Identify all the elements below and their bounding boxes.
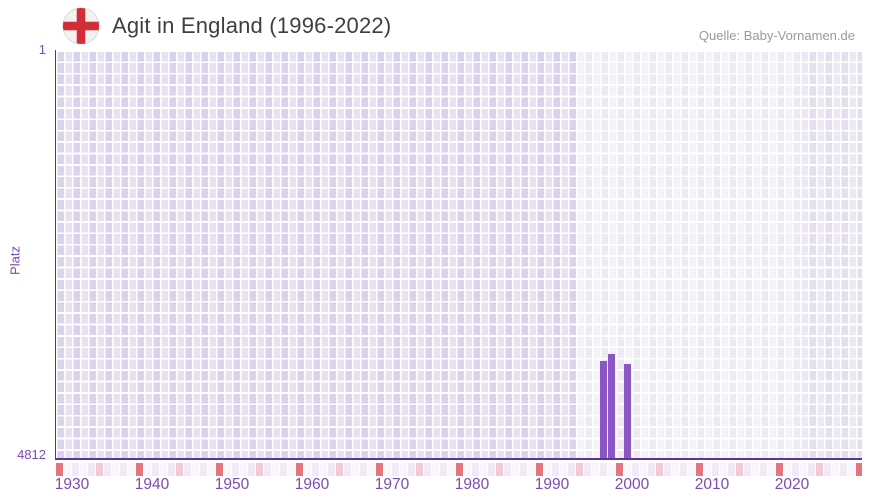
bar-1996 (600, 361, 607, 458)
x-tick-label-2020: 2020 (774, 476, 810, 493)
x-tick-label-1940: 1940 (134, 476, 170, 493)
year-marker-strip (56, 463, 862, 476)
y-axis-label: Platz (7, 246, 23, 275)
x-tick-label-1990: 1990 (534, 476, 570, 493)
y-axis-tick-top: 1 (38, 42, 46, 57)
x-tick-label-1930: 1930 (54, 476, 90, 493)
x-tick-label-1960: 1960 (294, 476, 330, 493)
right-edge-band (800, 50, 862, 458)
x-tick-label-1980: 1980 (454, 476, 490, 493)
x-axis-line (55, 458, 862, 460)
x-tick-label-2000: 2000 (614, 476, 650, 493)
page-title: Agit in England (1996-2022) (112, 13, 392, 38)
bar-1997 (608, 354, 615, 458)
x-tick-label-2010: 2010 (694, 476, 730, 493)
x-tick-label-1970: 1970 (374, 476, 410, 493)
y-axis-tick-bottom: 4812 (17, 447, 46, 462)
source-credit: Quelle: Baby-Vornamen.de (698, 28, 855, 43)
x-tick-label-1950: 1950 (214, 476, 250, 493)
england-flag-icon (62, 7, 100, 45)
x-axis-ticks: 1930 1940 1950 1960 1970 1980 1990 2000 2010 2020 (54, 476, 862, 496)
plot-area (56, 50, 862, 458)
bar-1999 (624, 364, 631, 458)
